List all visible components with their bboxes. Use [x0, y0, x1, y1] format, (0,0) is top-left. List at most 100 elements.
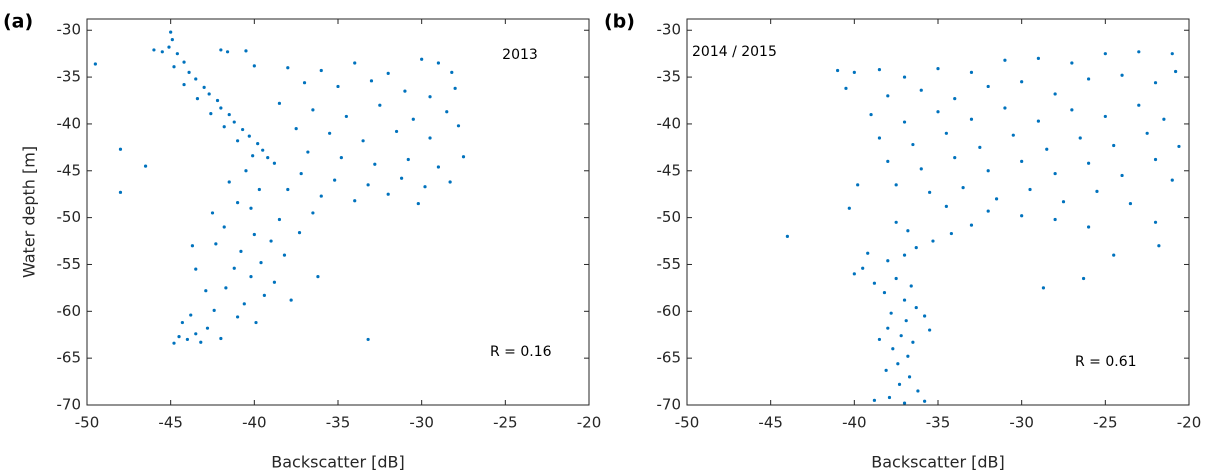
data-point [219, 336, 223, 341]
data-point [207, 92, 211, 96]
panel-label: (a) [3, 11, 33, 33]
data-point [1078, 136, 1082, 140]
data-point [241, 127, 245, 132]
data-point [877, 136, 882, 140]
data-point [222, 125, 226, 129]
data-point [869, 112, 873, 117]
y-tick-label: -30 [657, 21, 682, 39]
data-point [1103, 52, 1107, 56]
x-tick-label: -50 [675, 414, 700, 432]
data-point [249, 206, 253, 210]
data-point [906, 354, 910, 358]
x-tick-label: -40 [242, 414, 267, 432]
data-point [373, 162, 377, 166]
data-point [896, 362, 900, 366]
data-point [189, 313, 193, 317]
data-point [1120, 173, 1124, 178]
data-point [1020, 159, 1024, 164]
x-axis-label: Backscatter [dB] [271, 453, 404, 472]
x-tick-label: -30 [1009, 414, 1034, 432]
data-point [894, 183, 898, 187]
data-point [1011, 133, 1015, 137]
data-point [353, 61, 357, 65]
data-point [944, 131, 948, 135]
data-point [889, 311, 893, 315]
data-point [428, 95, 432, 99]
data-point [272, 161, 277, 165]
data-point [1087, 161, 1091, 165]
data-point [143, 164, 148, 168]
data-point [902, 298, 907, 302]
data-point [282, 253, 287, 257]
data-point [886, 94, 890, 98]
data-point [986, 84, 990, 89]
data-point [180, 320, 184, 325]
data-point [847, 206, 851, 210]
data-point [852, 272, 856, 276]
y-tick-label: -35 [57, 68, 82, 86]
data-point [1020, 80, 1024, 84]
data-point [205, 326, 210, 330]
data-point [1103, 114, 1107, 119]
data-point [232, 266, 236, 270]
data-point [199, 340, 203, 344]
data-point [448, 180, 452, 184]
data-point [1036, 119, 1040, 123]
data-point [172, 341, 176, 345]
data-point [311, 108, 315, 112]
data-point [899, 334, 903, 338]
data-point [931, 239, 935, 243]
data-point [949, 231, 953, 236]
annotation: 2014 / 2015 [692, 44, 777, 60]
data-point [336, 84, 340, 89]
data-point [886, 159, 890, 164]
data-point [969, 223, 974, 227]
data-point [302, 81, 307, 85]
data-point [172, 65, 176, 69]
data-point [1070, 108, 1074, 112]
data-point [252, 232, 256, 237]
data-point [257, 187, 261, 192]
data-point [386, 192, 390, 196]
data-point [1170, 52, 1174, 56]
data-point [961, 186, 965, 190]
data-point [453, 86, 457, 90]
y-tick-label: -40 [657, 114, 682, 132]
data-point [902, 401, 907, 405]
data-point [277, 101, 282, 105]
x-tick-label: -45 [758, 414, 783, 432]
data-point [887, 395, 892, 400]
data-point [378, 103, 382, 107]
data-point [232, 120, 236, 124]
data-point [1020, 214, 1024, 218]
data-point [93, 62, 97, 66]
data-point [210, 211, 215, 215]
data-point [239, 249, 243, 253]
x-tick-label: -50 [75, 414, 100, 432]
data-point [204, 289, 208, 293]
data-point [1162, 117, 1166, 121]
data-point [894, 220, 898, 224]
data-point [904, 319, 908, 323]
data-point [1036, 56, 1040, 60]
data-point [252, 64, 256, 68]
data-point [319, 68, 323, 73]
data-point [187, 70, 191, 75]
data-point [978, 145, 982, 149]
data-point [914, 305, 918, 310]
data-point [1137, 103, 1141, 107]
data-point [299, 171, 303, 176]
data-point [986, 169, 990, 173]
data-point [277, 217, 282, 222]
data-point [170, 38, 174, 42]
data-point [1153, 220, 1158, 224]
data-point [1045, 147, 1049, 151]
data-point [1153, 81, 1158, 85]
data-point [428, 136, 432, 140]
y-tick-label: -40 [57, 114, 82, 132]
x-tick-label: -40 [842, 414, 867, 432]
y-tick-label: -65 [657, 349, 682, 367]
data-point [1177, 144, 1181, 149]
data-point [923, 314, 927, 318]
data-point [994, 197, 999, 201]
